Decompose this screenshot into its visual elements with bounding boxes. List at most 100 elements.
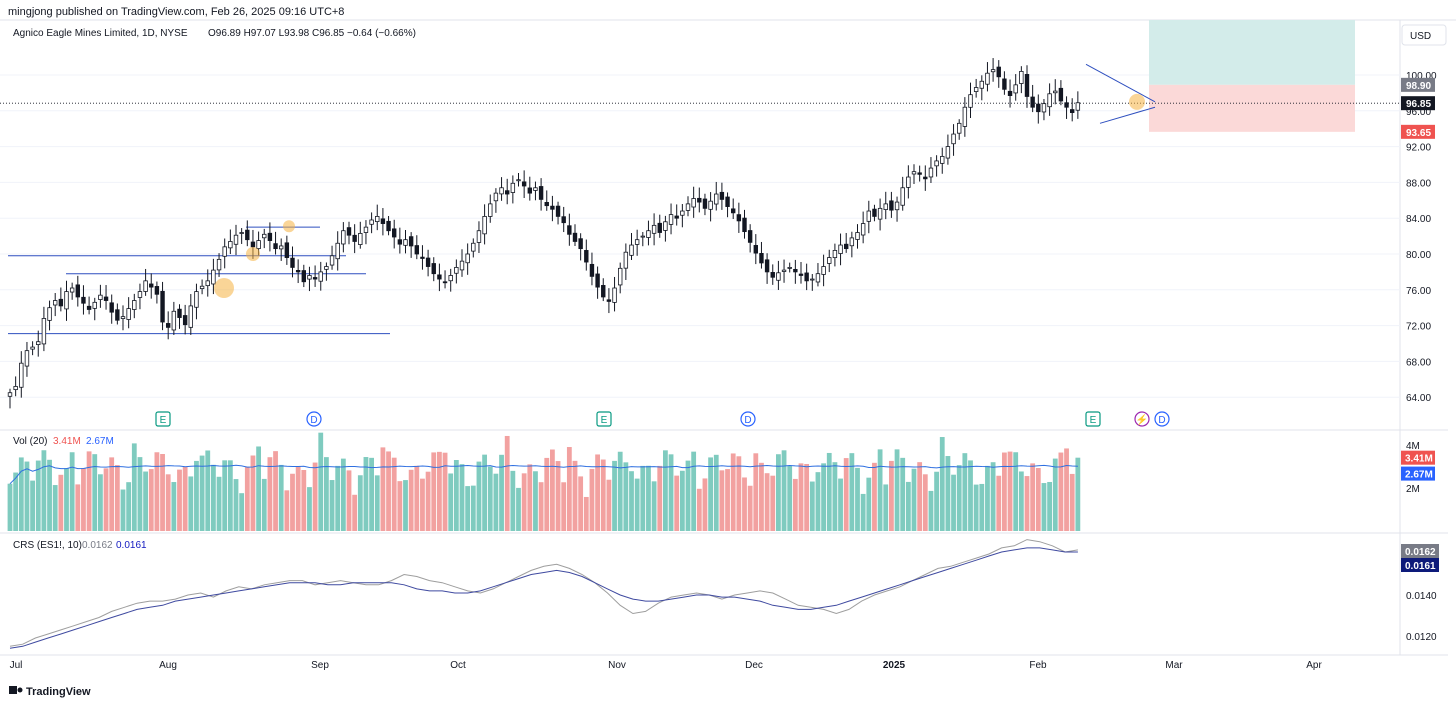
volume-bar: [1041, 483, 1047, 531]
volume-bar: [1018, 471, 1024, 531]
candle-body: [1013, 84, 1018, 94]
volume-bar: [1069, 473, 1075, 531]
volume-bar: [996, 475, 1002, 531]
candle-body: [290, 257, 295, 268]
earnings-marker: [596, 411, 612, 427]
candle-body: [860, 223, 866, 236]
candle-body: [634, 239, 640, 245]
candle-body: [877, 207, 883, 220]
drawn-levels[interactable]: [0, 63, 1400, 335]
volume-ma-value: 2.67M: [86, 436, 114, 447]
volume-bar: [448, 473, 454, 531]
volume-bar: [408, 469, 414, 531]
time-axis[interactable]: Jul Aug Sep Oct Nov Dec 2025 Feb Mar Apr: [10, 660, 1323, 671]
candle-body: [397, 239, 403, 245]
event-markers[interactable]: E D E D E ⚡ D: [155, 411, 1170, 427]
highlight-circle: [214, 278, 234, 299]
candle-body: [137, 291, 143, 298]
volume-bar: [69, 452, 75, 531]
volume-tag-label: 3.41M: [1405, 454, 1433, 465]
volume-tag: [1401, 450, 1435, 465]
candle-body: [606, 299, 612, 302]
candle-body: [663, 221, 668, 231]
candle-body: [934, 160, 939, 167]
tv-logo-icon: [9, 686, 17, 694]
price-tick-label: 84.00: [1406, 214, 1431, 225]
volume-bar: [290, 473, 295, 531]
currency-button[interactable]: [1401, 24, 1447, 46]
volume-bar: [872, 462, 877, 531]
event-marker-label: D: [744, 415, 751, 426]
crs-tag: [1401, 544, 1439, 558]
crs-ma-line: [9, 547, 1078, 649]
risk-reward-zones[interactable]: [1149, 20, 1355, 132]
volume-bar: [719, 470, 725, 531]
volume-bar: [482, 454, 487, 531]
volume-bar: [1007, 451, 1013, 531]
volume-bar: [985, 465, 990, 531]
volume-bar: [889, 460, 894, 531]
volume-bar: [256, 446, 261, 531]
price-tag: [1401, 124, 1435, 139]
time-tick-label: Oct: [450, 660, 466, 671]
volume-bar: [934, 471, 939, 531]
candle-body: [578, 238, 583, 250]
volume-bar: [1002, 452, 1007, 531]
volume-bar: [318, 432, 324, 531]
price-tag: [1401, 77, 1435, 92]
candle-body: [182, 315, 188, 326]
volume-bar: [928, 490, 934, 531]
volume-bar: [499, 454, 504, 531]
crs-line: [9, 539, 1078, 647]
candle-body: [375, 216, 380, 223]
volume-bar: [702, 478, 708, 531]
volume-bar: [657, 465, 663, 531]
candle-body: [363, 226, 369, 233]
candle-body: [928, 167, 934, 178]
candle-body: [810, 278, 815, 281]
volume-bar: [973, 484, 979, 531]
candle-body: [408, 236, 414, 247]
price-axis[interactable]: 100.00 96.00 92.00 88.00 84.00 80.00 76.00 72.0…: [1406, 71, 1437, 404]
candle-body: [250, 241, 256, 248]
candle-body: [149, 283, 154, 288]
candle-body: [448, 275, 453, 282]
time-tick-label: Feb: [1029, 660, 1047, 671]
tradingview-logo: [9, 686, 23, 694]
volume-bar: [951, 474, 956, 531]
price-tick-label: 92.00: [1406, 143, 1431, 154]
volume-bar: [640, 465, 646, 531]
crs-tag-label: 0.0162: [1405, 547, 1436, 558]
candle-body: [533, 187, 538, 191]
volume-bar: [713, 454, 719, 531]
candle-body: [1007, 90, 1013, 96]
candle-body: [1075, 102, 1081, 111]
volume-bar: [397, 481, 403, 531]
candle-body: [132, 300, 137, 310]
candle-body: [697, 197, 702, 203]
candle-body: [64, 291, 69, 310]
volume-bar: [990, 462, 996, 531]
volume-bar: [453, 460, 459, 531]
candle-body: [431, 263, 436, 275]
volume-bar: [651, 481, 657, 531]
candle-body: [844, 243, 849, 250]
volume-bar: [572, 460, 578, 531]
candle-body: [945, 146, 951, 159]
crs-tick-label: 0.0120: [1406, 632, 1437, 643]
published-line: mingjong published on TradingView.com, F…: [8, 6, 344, 18]
volume-bar: [900, 457, 906, 531]
volume-bar: [24, 461, 30, 531]
price-tag-label: 98.90: [1406, 81, 1431, 92]
volume-bars: [7, 432, 1081, 531]
candle-body: [92, 301, 97, 309]
crs-tag: [1401, 558, 1439, 572]
time-tick-label: Aug: [159, 660, 177, 671]
candle-body: [352, 234, 357, 242]
candle-body: [900, 187, 905, 206]
volume-bar: [527, 464, 533, 531]
volume-bar: [137, 457, 143, 531]
candle-body: [544, 202, 549, 207]
candle-body: [787, 267, 792, 269]
